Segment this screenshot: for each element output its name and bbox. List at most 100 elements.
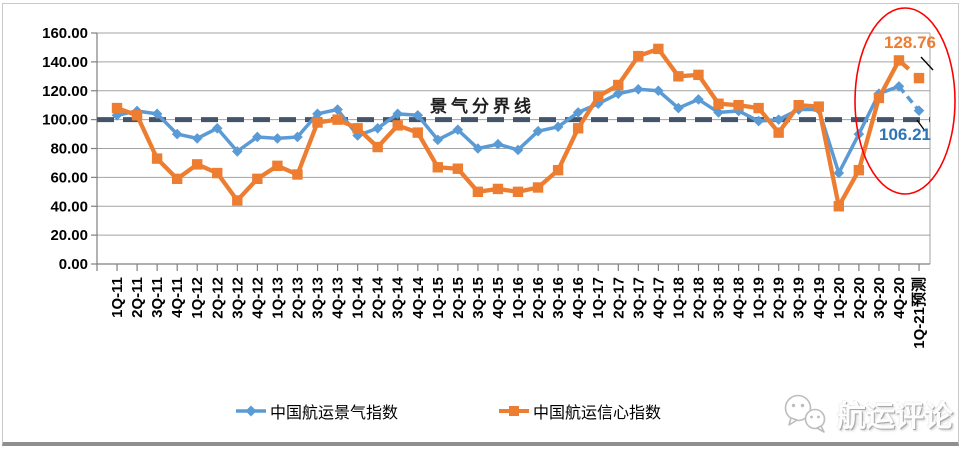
data-point-square xyxy=(813,101,824,112)
y-axis-labels: 0.00 20.00 40.00 60.00 80.00 100.00 120.00 140.… xyxy=(42,25,88,273)
data-point-diamond xyxy=(272,133,283,144)
prosperity-index-forecast-segment xyxy=(897,85,921,112)
data-point-diamond xyxy=(392,108,403,120)
x-tick-label: 4Q-13 xyxy=(330,277,347,319)
data-point-square xyxy=(272,160,283,172)
data-point-diamond xyxy=(713,107,724,118)
data-point-square xyxy=(913,72,925,84)
data-point-diamond xyxy=(292,131,303,143)
data-point-square xyxy=(532,182,544,193)
x-tick-label: 2Q-18 xyxy=(690,277,707,319)
data-point-diamond xyxy=(452,124,464,136)
data-point-square xyxy=(472,186,484,198)
data-point-square xyxy=(793,99,804,111)
data-point-square xyxy=(151,153,163,164)
data-point-diamond xyxy=(612,88,624,99)
data-point-square xyxy=(372,141,383,153)
data-point-diamond xyxy=(412,109,424,121)
data-point-square xyxy=(212,167,223,179)
x-tick-label: 4Q-17 xyxy=(650,277,667,319)
y-tick-label: 20.00 xyxy=(50,227,88,244)
data-point-square xyxy=(613,79,624,91)
x-tick-label: 3Q-19 xyxy=(791,277,808,319)
data-point-diamond xyxy=(191,133,203,144)
x-tick-label: 4Q-18 xyxy=(731,277,748,319)
confidence-forecast-value: 128.76 xyxy=(884,33,936,52)
data-point-diamond xyxy=(232,146,243,157)
x-tick-label: 2Q-16 xyxy=(530,277,547,319)
data-point-diamond xyxy=(673,102,684,114)
x-axis-labels: 1Q-11 2Q-11 3Q-11 4Q-11 1Q-12 2Q-12 3Q-12 4Q-12… xyxy=(109,276,928,348)
x-tick-label: 3Q-20 xyxy=(871,277,888,319)
x-tick-label: 3Q-17 xyxy=(630,277,647,319)
watermark-text: 航运评论 xyxy=(837,401,954,433)
y-tick-label: 160.00 xyxy=(42,25,88,42)
data-point-square xyxy=(773,127,784,138)
x-tick-label: 1Q-18 xyxy=(670,277,687,319)
x-tick-label: 1Q-19 xyxy=(751,277,768,319)
boundary-line-label: 景气分界线 xyxy=(430,97,535,116)
data-point-square xyxy=(412,127,423,138)
data-point-diamond xyxy=(211,122,223,134)
legend-label-confidence: 中国航运信心指数 xyxy=(533,405,662,422)
data-point-square xyxy=(572,123,584,134)
data-point-diamond xyxy=(352,130,363,141)
data-point-square xyxy=(873,92,885,104)
data-point-diamond xyxy=(913,105,925,116)
data-point-square xyxy=(232,195,243,206)
legend-item-confidence-index: 中国航运信心指数 xyxy=(499,401,662,422)
data-point-square xyxy=(492,183,504,195)
x-tick-label: 3Q-14 xyxy=(390,276,407,318)
data-point-square xyxy=(673,71,684,82)
data-point-diamond xyxy=(532,125,544,137)
x-tick-label: 4Q-11 xyxy=(169,277,186,318)
prosperity-annotation-leader xyxy=(916,119,926,132)
data-point-diamond xyxy=(472,143,484,154)
data-point-square xyxy=(512,186,524,198)
y-tick-label: 140.00 xyxy=(42,54,88,71)
data-point-diamond xyxy=(252,131,263,143)
x-tick-label: 3Q-12 xyxy=(229,277,246,319)
data-point-square xyxy=(131,110,143,121)
x-tick-label: 1Q-16 xyxy=(510,277,527,319)
data-point-square xyxy=(833,201,844,212)
legend-label-prosperity: 中国航运景气指数 xyxy=(270,405,399,422)
data-point-square xyxy=(753,102,764,114)
legend-item-prosperity-index: 中国航运景气指数 xyxy=(236,401,399,422)
confidence-index-line xyxy=(116,46,901,209)
data-point-square xyxy=(432,162,443,173)
x-tick-label: 1Q-15 xyxy=(430,277,447,319)
x-tick-label: 4Q-14 xyxy=(410,276,427,318)
data-point-square xyxy=(653,43,664,55)
x-tick-label: 2Q-20 xyxy=(851,277,868,319)
x-tick-label: 4Q-19 xyxy=(811,277,828,319)
data-point-square xyxy=(292,169,303,180)
y-tick-label: 120.00 xyxy=(42,83,88,100)
data-point-diamond xyxy=(693,94,704,105)
data-point-diamond xyxy=(372,122,383,134)
forecast-highlight-ellipse xyxy=(854,7,956,195)
data-point-diamond xyxy=(151,108,163,120)
wechat-icon xyxy=(784,394,826,433)
x-tick-label: 4Q-12 xyxy=(249,277,266,319)
x-tick-label: 1Q-12 xyxy=(189,277,206,319)
x-tick-label: 2Q-14 xyxy=(370,276,387,318)
data-point-square xyxy=(693,69,704,81)
data-point-diamond xyxy=(512,144,524,156)
prosperity-legend-marker-icon xyxy=(236,405,266,417)
x-tick-label: 2Q-17 xyxy=(610,277,627,319)
data-point-square xyxy=(171,173,183,185)
x-tick-label: 3Q-11 xyxy=(149,277,166,318)
y-tick-label: 80.00 xyxy=(50,141,88,158)
data-point-square xyxy=(713,98,724,109)
data-point-square xyxy=(192,159,203,170)
data-point-square xyxy=(733,99,744,111)
data-point-square xyxy=(352,123,363,134)
confidence-index-series xyxy=(111,43,925,212)
data-point-diamond xyxy=(492,138,504,150)
x-tick-label: 4Q-16 xyxy=(570,277,587,319)
data-point-diamond xyxy=(753,115,764,127)
data-point-square xyxy=(392,120,403,131)
x-tick-label: 3Q-16 xyxy=(550,277,567,319)
